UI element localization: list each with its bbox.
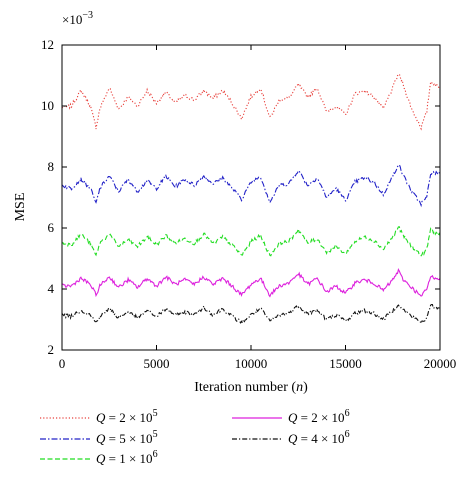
legend-label-4: Q = 2 × 106	[288, 408, 350, 425]
y-tick-label: 6	[48, 220, 55, 235]
plot-frame	[61, 44, 441, 351]
series-line-1	[61, 73, 441, 131]
y-axis-label: MSE	[13, 193, 28, 222]
x-tick-label: 5000	[144, 356, 170, 371]
series-line-3	[61, 226, 441, 257]
series-line-4	[61, 267, 441, 298]
series-line-2	[61, 163, 441, 208]
y-axis-multiplier: ×10−3	[62, 10, 93, 27]
legend-label-5: Q = 4 × 106	[288, 429, 350, 446]
x-tick-label: 15000	[329, 356, 362, 371]
legend-label-2: Q = 5 × 105	[96, 429, 158, 446]
y-tick-label: 8	[48, 159, 55, 174]
legend-label-3: Q = 1 × 106	[96, 449, 158, 466]
y-tick-label: 10	[41, 98, 54, 113]
x-tick-label: 0	[59, 356, 66, 371]
series-layer	[61, 73, 441, 325]
y-tick-label: 4	[48, 281, 55, 296]
legend: Q = 2 × 105 Q = 5 × 105 Q = 1 × 106 Q = 2 ×…	[40, 408, 350, 466]
legend-label-1: Q = 2 × 105	[96, 408, 158, 425]
series-line-5	[61, 304, 441, 325]
x-tick-label: 10000	[235, 356, 268, 371]
x-axis-label: Iteration number (n)	[194, 380, 308, 395]
y-tick-label: 12	[41, 37, 54, 52]
x-tick-label: 20000	[424, 356, 457, 371]
y-tick-label: 2	[48, 342, 55, 357]
ticks-layer: 0 5000 10000 15000 20000 2 4 6 8 10 12	[41, 37, 456, 371]
